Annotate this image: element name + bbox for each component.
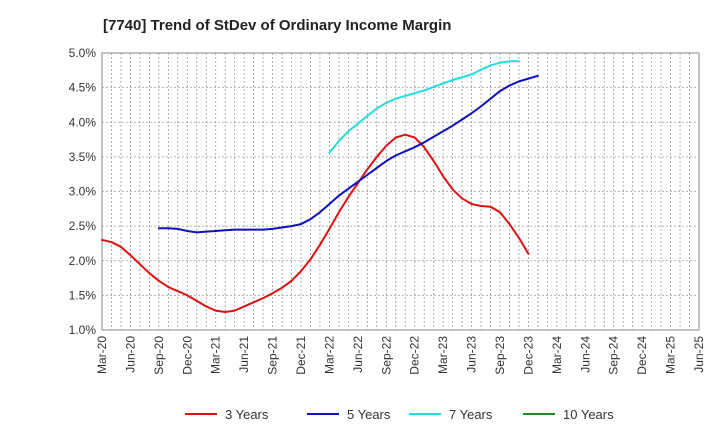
y-tick-label: 3.0% [69, 185, 97, 199]
series-line-5-years [157, 74, 539, 234]
series-line-3-years [101, 133, 530, 313]
y-tick-label: 2.5% [69, 219, 97, 233]
series-line-7-years [328, 60, 520, 154]
x-tick-label: Sep-24 [607, 336, 621, 375]
x-tick-label: Dec-23 [521, 336, 535, 375]
x-tick-label: Jun-23 [465, 336, 479, 373]
x-tick-label: Jun-25 [692, 336, 706, 373]
x-tick-label: Mar-21 [209, 336, 223, 374]
y-tick-label: 5.0% [69, 46, 97, 60]
y-tick-label: 3.5% [69, 150, 97, 164]
series-layer [101, 60, 539, 313]
x-tick-label: Jun-24 [578, 336, 592, 373]
x-axis: Mar-20 Jun-20 Sep-20 Dec-20 Mar-21 Jun-21 Sep-… [95, 336, 706, 375]
x-tick-label: Dec-24 [635, 336, 649, 375]
x-tick-label: Dec-20 [180, 336, 194, 375]
x-tick-label: Dec-21 [294, 336, 308, 375]
y-tick-label: 4.5% [69, 81, 97, 95]
grid-layer [102, 53, 699, 330]
x-tick-label: Sep-20 [152, 336, 166, 375]
x-tick-label: Sep-21 [266, 336, 280, 375]
x-tick-label: Mar-20 [95, 336, 109, 374]
legend-label-7-years: 7 Years [449, 407, 493, 422]
x-tick-label: Sep-22 [379, 336, 393, 375]
x-tick-label: Mar-24 [550, 336, 564, 374]
y-tick-label: 1.0% [69, 323, 97, 337]
y-axis: 1.0% 1.5% 2.0% 2.5% 3.0% 3.5% 4.0% 4.5% 5.0% [69, 46, 97, 337]
x-tick-label: Mar-25 [664, 336, 678, 374]
legend: 3 Years 5 Years 7 Years 10 Years [185, 407, 614, 422]
y-tick-label: 2.0% [69, 254, 97, 268]
x-tick-label: Jun-22 [351, 336, 365, 373]
x-tick-label: Jun-21 [237, 336, 251, 373]
legend-label-3-years: 3 Years [225, 407, 269, 422]
x-tick-label: Jun-20 [123, 336, 137, 373]
legend-label-10-years: 10 Years [563, 407, 614, 422]
x-tick-label: Dec-22 [408, 336, 422, 375]
x-tick-label: Mar-22 [322, 336, 336, 374]
legend-label-5-years: 5 Years [347, 407, 391, 422]
chart-title: [7740] Trend of StDev of Ordinary Income… [103, 17, 451, 34]
x-tick-label: Sep-23 [493, 336, 507, 375]
x-tick-label: Mar-23 [436, 336, 450, 374]
y-tick-label: 1.5% [69, 288, 97, 302]
y-tick-label: 4.0% [69, 115, 97, 129]
